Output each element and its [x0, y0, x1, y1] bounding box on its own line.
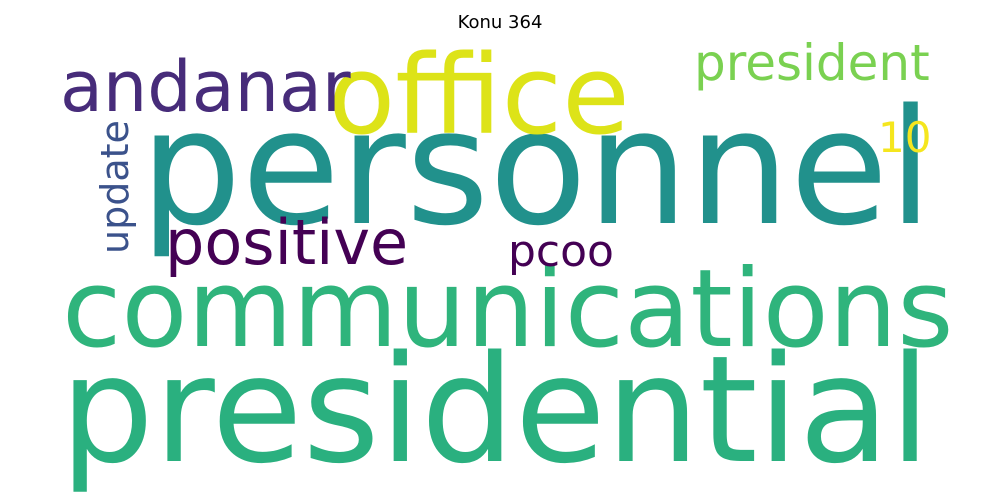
word-10: 10	[878, 113, 932, 162]
word-president: president	[694, 34, 930, 92]
word-personnel: personnel	[140, 74, 933, 261]
figure-title: Konu 364	[457, 12, 543, 33]
word-presidential: presidential	[60, 324, 931, 496]
word-positive: positive	[165, 206, 409, 279]
word-communications: communications	[62, 247, 954, 372]
word-office: office	[328, 31, 630, 159]
word-pcoo: pcoo	[508, 226, 614, 277]
word-andanar: andanar	[60, 46, 351, 128]
word-update: update	[93, 120, 137, 254]
